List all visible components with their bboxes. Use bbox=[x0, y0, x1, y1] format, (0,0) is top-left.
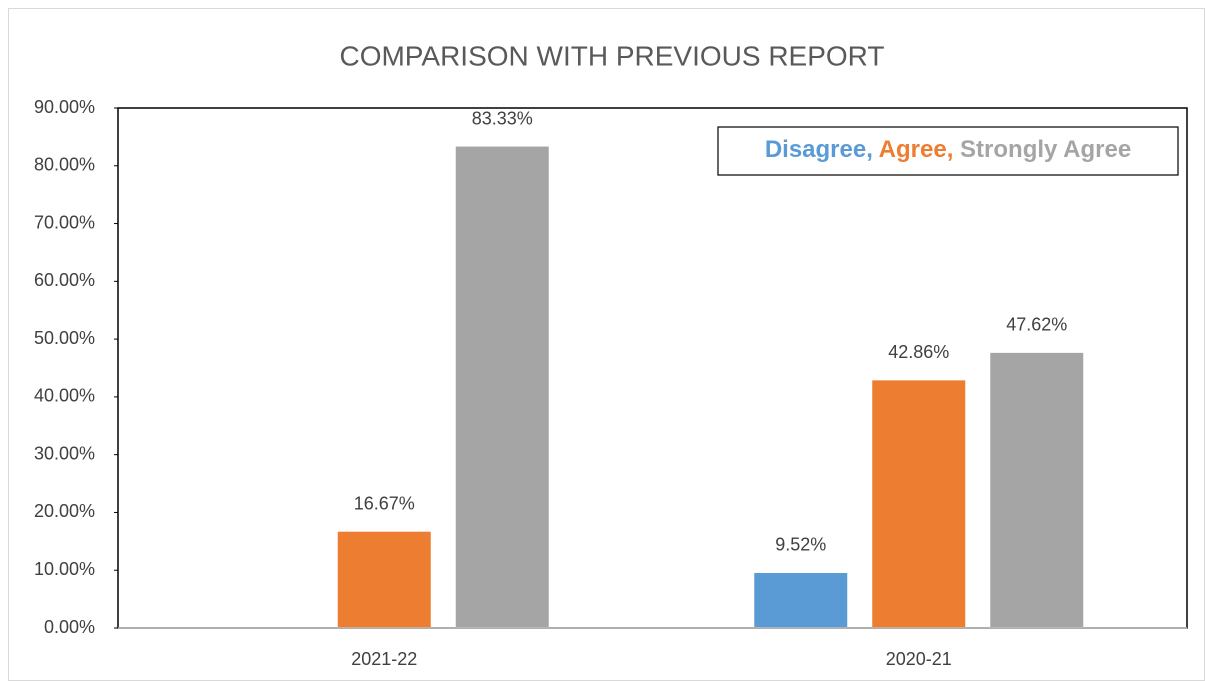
data-label: 83.33% bbox=[472, 108, 533, 128]
y-tick-label: 80.00% bbox=[34, 155, 95, 175]
legend-entry: Strongly Agree bbox=[960, 136, 1131, 163]
bar bbox=[455, 146, 549, 628]
data-label: 42.86% bbox=[888, 342, 949, 362]
bar bbox=[990, 352, 1084, 628]
legend-text: Disagree, Agree, Strongly Agree bbox=[765, 136, 1131, 163]
legend-separator: , bbox=[947, 136, 954, 163]
y-tick-label: 70.00% bbox=[34, 212, 95, 232]
y-tick-label: 0.00% bbox=[44, 617, 95, 637]
legend-entry: Disagree bbox=[765, 136, 866, 163]
y-tick-label: 40.00% bbox=[34, 386, 95, 406]
y-tick-label: 20.00% bbox=[34, 501, 95, 521]
y-tick-label: 30.00% bbox=[34, 443, 95, 463]
y-tick-label: 60.00% bbox=[34, 270, 95, 290]
bar bbox=[754, 572, 848, 628]
y-tick-label: 90.00% bbox=[34, 97, 95, 117]
y-tick-label: 10.00% bbox=[34, 559, 95, 579]
data-label: 16.67% bbox=[354, 493, 415, 513]
legend-box bbox=[717, 126, 1179, 176]
x-tick-label: 2020-21 bbox=[886, 649, 952, 669]
x-tick-label: 2021-22 bbox=[351, 649, 417, 669]
bar bbox=[872, 380, 966, 628]
legend-separator: , bbox=[866, 136, 873, 163]
data-label: 9.52% bbox=[775, 535, 826, 555]
legend: Disagree, Agree, Strongly Agree bbox=[717, 126, 1179, 176]
y-tick-label: 50.00% bbox=[34, 328, 95, 348]
chart-title: COMPARISON WITH PREVIOUS REPORT bbox=[339, 40, 884, 71]
bar bbox=[337, 531, 431, 628]
data-label: 47.62% bbox=[1006, 315, 1067, 335]
legend-entry: Agree bbox=[879, 136, 947, 163]
